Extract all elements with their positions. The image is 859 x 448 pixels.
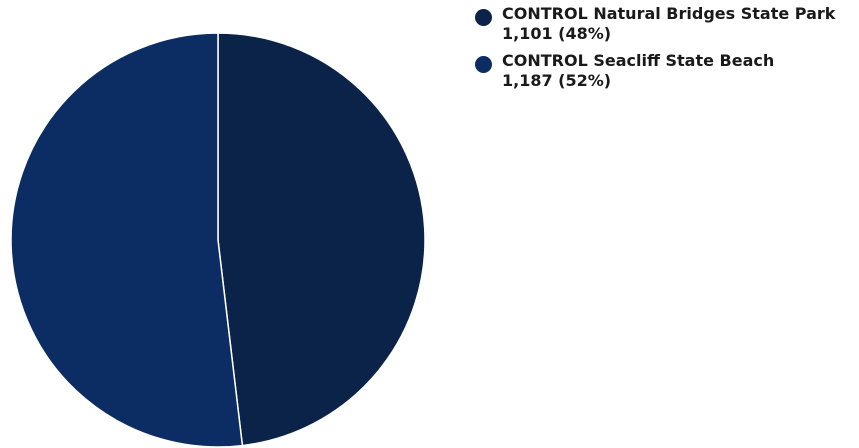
- chart-legend: CONTROL Natural Bridges State Park 1,101…: [471, 4, 859, 98]
- legend-marker-natural-bridges: [475, 9, 492, 26]
- legend-value-natural-bridges: 1,101 (48%): [502, 24, 612, 43]
- pie-slice-1[interactable]: [10, 32, 244, 448]
- legend-item-seacliff[interactable]: CONTROL Seacliff State Beach 1,187 (52%): [471, 51, 859, 98]
- legend-value-seacliff: 1,187 (52%): [502, 71, 612, 90]
- legend-label-seacliff: CONTROL Seacliff State Beach: [502, 51, 775, 70]
- legend-marker-seacliff: [475, 56, 492, 73]
- pie-slice-0[interactable]: [217, 32, 426, 447]
- legend-label-natural-bridges: CONTROL Natural Bridges State Park: [502, 4, 836, 23]
- legend-item-natural-bridges[interactable]: CONTROL Natural Bridges State Park 1,101…: [471, 4, 859, 51]
